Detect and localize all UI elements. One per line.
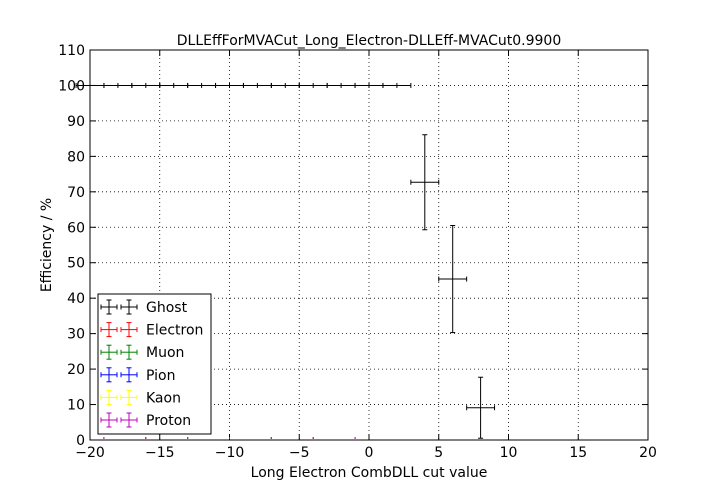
- data-point: [438, 225, 468, 334]
- axis-ticks: [89, 49, 649, 441]
- data-point: [382, 82, 412, 88]
- x-tick-label: −5: [289, 445, 310, 461]
- x-tick-label: −10: [215, 445, 245, 461]
- legend-label: Electron: [146, 323, 203, 339]
- x-tick-label: 20: [639, 445, 657, 461]
- y-tick-label: 20: [67, 362, 85, 378]
- y-tick-label: 100: [58, 78, 85, 94]
- y-tick-label: 70: [67, 185, 85, 201]
- legend-item: Kaon: [100, 389, 181, 406]
- data-point: [466, 376, 496, 439]
- y-tick-label: 50: [67, 256, 85, 272]
- legend-item: Pion: [100, 367, 175, 384]
- chart-title: DLLEffForMVACut_Long_Electron-DLLEff-MVA…: [177, 33, 561, 49]
- legend-item: Proton: [100, 412, 191, 429]
- legend-label: Kaon: [146, 390, 181, 406]
- x-tick-label: 0: [365, 445, 374, 461]
- legend-box: [97, 293, 212, 435]
- legend-item: Muon: [100, 344, 184, 361]
- x-tick-label: −15: [145, 445, 175, 461]
- data-point: [410, 134, 440, 231]
- y-tick-label: 40: [67, 291, 85, 307]
- y-tick-label: 10: [67, 398, 85, 414]
- y-tick-label: 0: [76, 433, 85, 449]
- y-tick-label: 60: [67, 220, 85, 236]
- y-tick-label: 80: [67, 149, 85, 165]
- legend-item: Electron: [100, 322, 203, 339]
- y-tick-label: 90: [67, 114, 85, 130]
- x-axis-label: Long Electron CombDLL cut value: [251, 465, 488, 481]
- legend-label: Proton: [146, 413, 191, 429]
- y-tick-label: 110: [58, 43, 85, 59]
- legend-item: Ghost: [100, 299, 188, 316]
- x-tick-label: 10: [500, 445, 518, 461]
- legend-label: Pion: [146, 368, 175, 384]
- plot-frame: [89, 49, 649, 441]
- legend: Ghost Electron Muon Pion Kaon Proton: [97, 293, 212, 435]
- tick-labels: −20 −15 −10 −5 0 5 10 15 20 0 10 20 30 40 50 60 70 80 90 10…: [58, 43, 657, 461]
- x-tick-label: 5: [434, 445, 443, 461]
- x-tick-label: −20: [75, 445, 105, 461]
- legend-label: Ghost: [146, 300, 188, 316]
- legend-label: Muon: [146, 345, 184, 361]
- data-points: [75, 82, 496, 439]
- y-axis-label: Efficiency / %: [39, 198, 55, 292]
- x-tick-label: 15: [569, 445, 587, 461]
- y-tick-label: 30: [67, 327, 85, 343]
